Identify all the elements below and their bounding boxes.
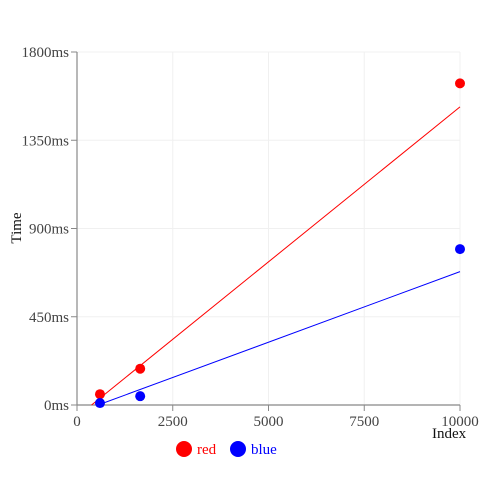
y-tick-label-2: 900ms bbox=[29, 222, 69, 238]
x-axis-title: Index bbox=[432, 426, 467, 442]
trendline-blue bbox=[98, 272, 460, 405]
trendlines bbox=[92, 107, 460, 405]
legend-swatch-red bbox=[176, 441, 192, 457]
trendline-red bbox=[92, 107, 460, 405]
y-axis-title: Time bbox=[9, 212, 25, 243]
y-axis-ticks: 0ms 450ms 900ms 1350ms 1800ms bbox=[21, 45, 77, 414]
x-tick-label-3: 7500 bbox=[349, 414, 379, 430]
legend-label-blue: blue bbox=[251, 442, 277, 458]
point-red-1 bbox=[135, 364, 145, 374]
legend: red blue bbox=[176, 441, 277, 458]
y-tick-label-4: 1800ms bbox=[21, 45, 69, 61]
x-tick-label-2: 5000 bbox=[254, 414, 284, 430]
grid bbox=[77, 52, 460, 405]
y-tick-label-3: 1350ms bbox=[21, 133, 69, 149]
point-blue-1 bbox=[135, 391, 145, 401]
x-axis-ticks: 0 2500 5000 7500 10000 bbox=[73, 405, 479, 430]
y-tick-label-1: 450ms bbox=[29, 310, 69, 326]
point-red-2 bbox=[455, 78, 465, 88]
legend-swatch-blue bbox=[230, 441, 246, 457]
point-red-0 bbox=[95, 389, 105, 399]
x-tick-label-0: 0 bbox=[73, 414, 81, 430]
point-blue-0 bbox=[95, 398, 105, 408]
data-points bbox=[95, 78, 465, 408]
y-tick-label-0: 0ms bbox=[44, 398, 69, 414]
legend-label-red: red bbox=[197, 442, 217, 458]
x-tick-label-1: 2500 bbox=[158, 414, 188, 430]
point-blue-2 bbox=[455, 244, 465, 254]
